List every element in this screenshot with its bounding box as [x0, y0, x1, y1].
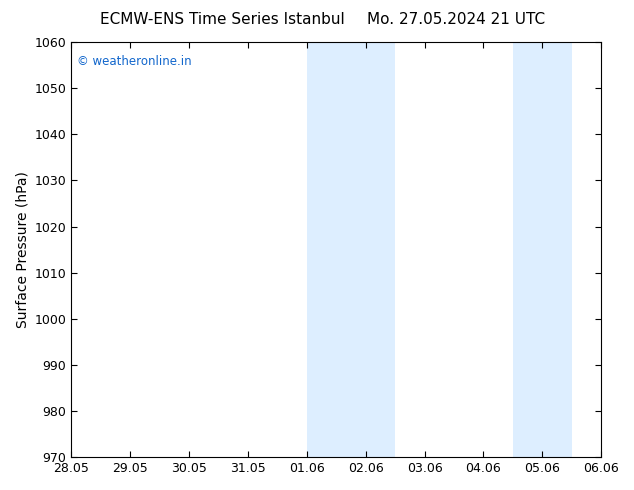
Text: Mo. 27.05.2024 21 UTC: Mo. 27.05.2024 21 UTC — [368, 12, 545, 27]
Text: ECMW-ENS Time Series Istanbul: ECMW-ENS Time Series Istanbul — [100, 12, 344, 27]
Bar — [307, 42, 395, 457]
Text: © weatheronline.in: © weatheronline.in — [77, 54, 191, 68]
Bar — [513, 42, 572, 457]
Y-axis label: Surface Pressure (hPa): Surface Pressure (hPa) — [15, 171, 29, 328]
